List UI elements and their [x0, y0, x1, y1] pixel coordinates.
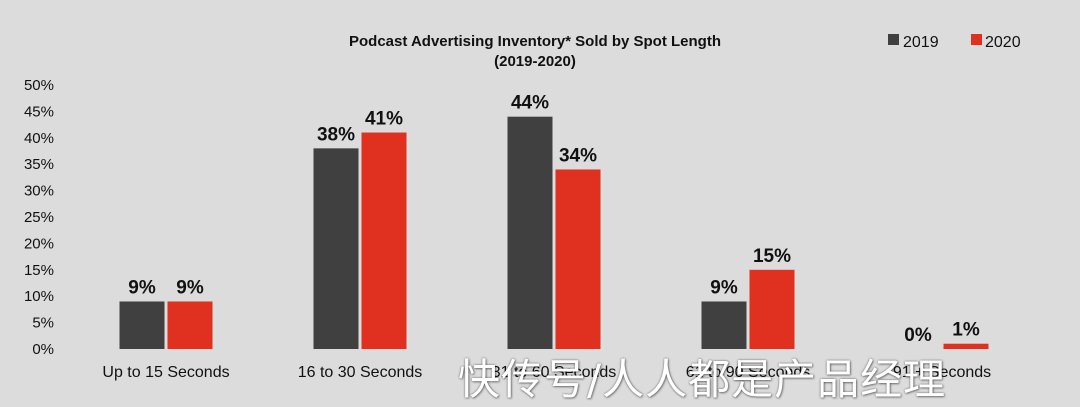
data-label-2019-0: 9%	[128, 277, 156, 298]
y-axis: 0% 5% 10% 15% 20% 25% 30% 35% 40% 45% 50%	[24, 77, 54, 358]
bar-2019-1	[313, 148, 359, 349]
legend-swatch-2019	[888, 34, 899, 45]
data-label-2020-0: 9%	[176, 277, 204, 298]
chart-title: Podcast Advertising Inventory* Sold by S…	[349, 33, 721, 50]
category-labels-group: Up to 15 Seconds 16 to 30 Seconds 31 to 60…	[102, 364, 991, 381]
y-tick-label: 30%	[24, 183, 54, 200]
bar-2020-0	[167, 301, 213, 349]
x-category-label: 91 + Seconds	[893, 364, 991, 381]
x-category-label: 61 to 90 Seconds	[686, 364, 811, 381]
data-label-2020-3: 15%	[753, 246, 791, 267]
y-tick-label: 40%	[24, 130, 54, 147]
y-tick-label: 35%	[24, 156, 54, 173]
bar-2020-4	[943, 343, 989, 349]
bar-2020-3	[749, 269, 795, 349]
y-tick-label: 50%	[24, 77, 54, 94]
data-label-2019-3: 9%	[710, 277, 738, 298]
data-label-2020-4: 1%	[952, 320, 980, 341]
bar-2020-2	[555, 169, 601, 349]
data-label-2020-2: 34%	[559, 145, 597, 166]
x-category-label: 31 to 60 Seconds	[492, 364, 617, 381]
legend: 2019 2020	[888, 34, 1021, 51]
data-labels-group: 9% 9% 38% 41% 44% 34% 9% 15% 0% 1%	[128, 93, 980, 346]
watermark-text: 快传号/人人都是产品经理	[458, 355, 947, 404]
data-label-2019-4: 0%	[904, 325, 932, 346]
bar-2020-1	[361, 132, 407, 349]
bar-2019-2	[507, 116, 553, 350]
data-label-2020-1: 41%	[365, 109, 403, 130]
legend-label-2020: 2020	[985, 34, 1021, 51]
x-category-label: 16 to 30 Seconds	[298, 364, 423, 381]
bar-2019-0	[119, 301, 165, 349]
y-tick-label: 5%	[32, 315, 54, 332]
y-tick-label: 25%	[24, 209, 54, 226]
y-tick-label: 15%	[24, 262, 54, 279]
data-label-2019-1: 38%	[317, 124, 355, 145]
y-tick-label: 10%	[24, 288, 54, 305]
legend-swatch-2020	[971, 34, 982, 45]
bar-2019-3	[701, 301, 747, 349]
data-label-2019-2: 44%	[511, 93, 549, 114]
legend-label-2019: 2019	[903, 34, 939, 51]
bars-group	[119, 116, 989, 350]
y-tick-label: 20%	[24, 235, 54, 252]
y-tick-label: 0%	[32, 341, 54, 358]
y-tick-label: 45%	[24, 103, 54, 120]
chart-subtitle: (2019-2020)	[494, 53, 576, 70]
x-category-label: Up to 15 Seconds	[102, 364, 229, 381]
